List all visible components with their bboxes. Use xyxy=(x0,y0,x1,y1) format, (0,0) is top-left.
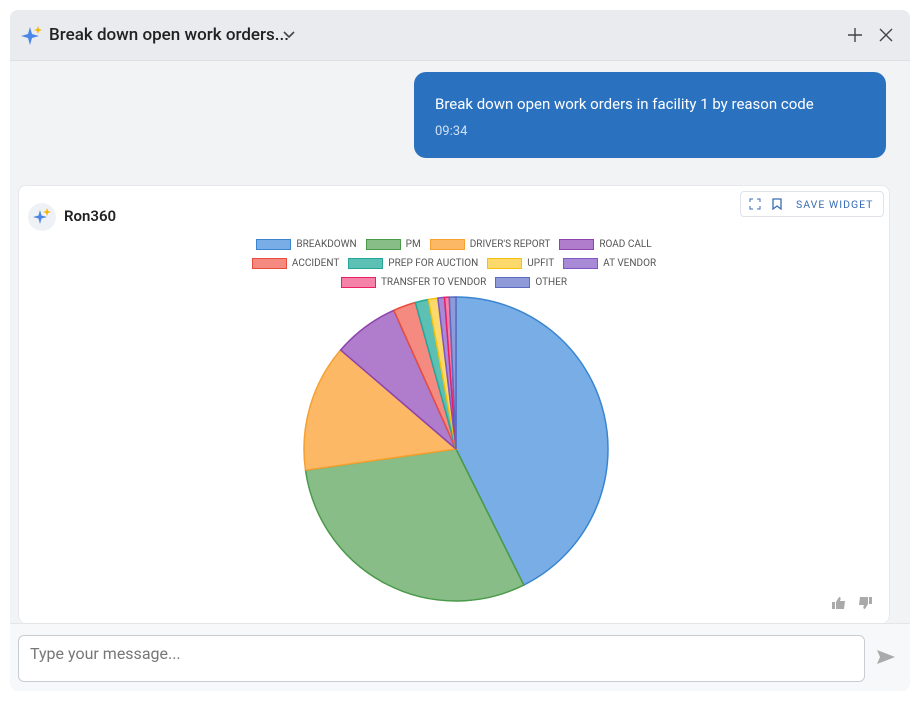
input-placeholder: Type your message... xyxy=(30,644,181,663)
legend-swatch xyxy=(563,257,599,269)
message-text: Break down open work orders in facility … xyxy=(435,95,814,113)
legend-swatch xyxy=(340,276,376,288)
legend-label: OTHER xyxy=(535,276,568,288)
legend-label: PM xyxy=(405,238,421,250)
legend-item: DRIVER'S REPORT xyxy=(429,238,551,250)
legend-label: ROAD CALL xyxy=(599,238,652,250)
thumbs-up[interactable] xyxy=(831,596,847,610)
legend-item: PREP FOR AUCTION xyxy=(348,257,478,269)
header xyxy=(10,10,910,61)
user-message: Break down open work orders in facility … xyxy=(414,72,886,158)
legend-item: AT VENDOR xyxy=(563,257,656,269)
legend-label: UPFIT xyxy=(527,257,555,269)
legend-label: BREAKDOWN xyxy=(296,238,357,250)
legend-item: OTHER xyxy=(495,276,567,288)
legend-item: TRANSFER TO VENDOR xyxy=(340,276,487,288)
chevron-icon[interactable] xyxy=(282,28,296,42)
sparkle-icon xyxy=(21,26,42,45)
bookmark-icon xyxy=(772,198,782,210)
thumbs-down[interactable] xyxy=(857,596,873,610)
legend-label: TRANSFER TO VENDOR xyxy=(380,276,487,288)
legend-swatch xyxy=(256,238,292,250)
close-button[interactable] xyxy=(878,27,894,43)
author-name: Ron360 xyxy=(64,207,117,225)
legend-item: PM xyxy=(365,238,421,250)
send-button[interactable] xyxy=(876,649,896,665)
header-title[interactable]: Break down open work orders... xyxy=(49,25,289,45)
new-chat-button[interactable] xyxy=(847,27,863,43)
legend-label: ACCIDENT xyxy=(291,257,340,269)
legend-label: DRIVER'S REPORT xyxy=(469,238,551,250)
legend-swatch xyxy=(251,257,287,269)
legend-label: PREP FOR AUCTION xyxy=(388,257,479,269)
legend-swatch xyxy=(429,238,465,250)
legend-label: AT VENDOR xyxy=(603,257,657,269)
legend-swatch xyxy=(559,238,595,250)
save-label: SAVE WIDGET xyxy=(796,198,874,211)
legend-swatch xyxy=(487,257,523,269)
avatar xyxy=(28,203,56,231)
message-input[interactable]: Type your message... xyxy=(18,635,865,682)
legend-item: UPFIT xyxy=(487,257,554,269)
expand-icon[interactable] xyxy=(749,198,761,210)
legend-item: ACCIDENT xyxy=(251,257,340,269)
save-widget-button[interactable]: SAVE WIDGET xyxy=(740,191,884,217)
legend-swatch xyxy=(365,238,401,250)
legend: BREAKDOWN PM DRIVER'S REPORT ROAD CALL ACCID… xyxy=(234,238,674,288)
legend-swatch xyxy=(348,257,384,269)
legend-item: ROAD CALL xyxy=(559,238,652,250)
message-time: 09:34 xyxy=(435,124,468,139)
legend-item: BREAKDOWN xyxy=(256,238,357,250)
response-card: Ron360 SAVE WIDGET BREAKDOWN PM DRIVER'S R… xyxy=(18,185,890,623)
legend-swatch xyxy=(495,276,531,288)
